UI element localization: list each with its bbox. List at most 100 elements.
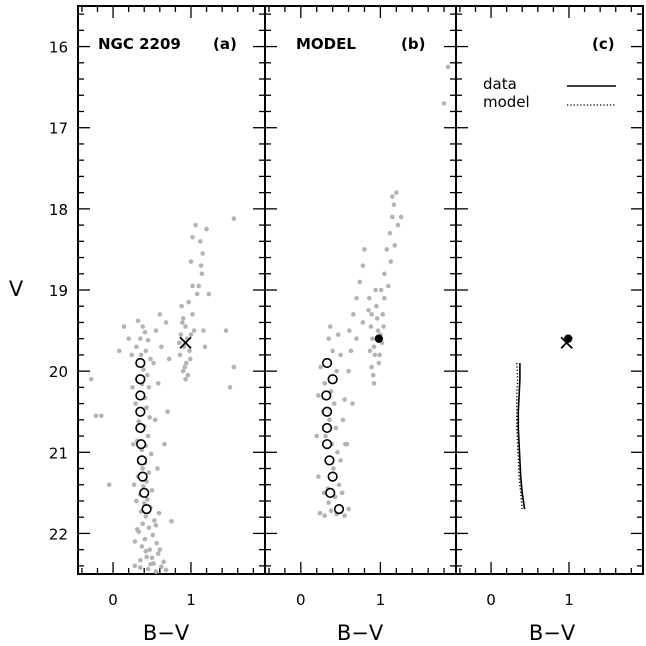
ridge-line-circle: [135, 374, 146, 385]
star-point: [145, 497, 150, 502]
star-point: [135, 318, 141, 324]
star-point: [391, 202, 397, 208]
star-point: [133, 401, 138, 406]
star-point: [132, 539, 138, 544]
star-point: [200, 251, 205, 256]
panel-b-label: (b): [401, 35, 425, 53]
star-point: [376, 360, 382, 366]
star-point: [148, 451, 154, 457]
star-point: [187, 348, 192, 354]
star-point: [199, 271, 205, 277]
star-point: [342, 397, 347, 402]
star-point: [206, 291, 212, 297]
star-point: [390, 214, 395, 220]
star-point: [138, 352, 144, 358]
star-point: [138, 336, 143, 341]
star-point: [138, 565, 143, 570]
y-tick-label: 17: [49, 120, 68, 138]
star-point: [152, 417, 158, 423]
legend-data-label: data: [483, 75, 517, 93]
star-point: [180, 316, 186, 321]
star-point: [316, 474, 321, 479]
star-point: [148, 356, 153, 362]
ridge-line-circle: [141, 503, 152, 515]
star-point: [375, 328, 381, 333]
star-point: [354, 295, 359, 301]
y-tick-label: 16: [49, 39, 68, 57]
star-point: [371, 381, 377, 386]
star-point: [394, 190, 399, 195]
star-point: [367, 348, 373, 354]
star-point: [335, 449, 340, 455]
ridge-line-circle: [137, 471, 148, 482]
star-point: [155, 466, 160, 471]
star-point: [157, 312, 163, 317]
star-point: [190, 283, 195, 289]
star-point: [136, 419, 142, 424]
star-point: [204, 226, 209, 232]
star-point: [370, 336, 375, 341]
star-point: [169, 518, 174, 524]
star-point: [369, 364, 374, 370]
star-point: [157, 547, 163, 552]
ridge-line-circle: [321, 422, 333, 434]
star-point: [149, 555, 155, 561]
star-point: [183, 324, 188, 329]
star-point: [146, 385, 152, 390]
star-point: [178, 332, 184, 337]
clump-filled-marker: [374, 334, 384, 343]
star-point: [121, 324, 127, 329]
ridge-line-circle: [325, 487, 336, 498]
star-point: [146, 470, 152, 475]
star-point: [145, 433, 151, 439]
legend-model-label: model: [483, 93, 530, 111]
star-point: [154, 540, 159, 546]
star-point: [130, 385, 135, 390]
star-point: [388, 259, 394, 264]
clump-filled-marker: [564, 334, 573, 343]
star-point: [366, 307, 371, 313]
panel-b-title: MODEL: [296, 35, 356, 53]
star-point: [334, 368, 339, 374]
panel-c-label: (c): [592, 35, 615, 53]
star-point: [342, 513, 347, 518]
star-point: [149, 488, 155, 493]
ridge-line-circle: [327, 471, 338, 482]
star-point: [374, 303, 379, 309]
star-point: [231, 364, 237, 370]
star-point: [155, 551, 161, 557]
star-point: [339, 490, 345, 496]
star-point: [129, 352, 135, 358]
data-line: [517, 363, 526, 510]
star-point: [151, 360, 156, 366]
star-point: [346, 368, 351, 374]
star-point: [326, 500, 331, 505]
star-point: [360, 320, 366, 325]
star-point: [188, 259, 194, 264]
star-point: [141, 484, 146, 489]
x-tick-label: 0: [486, 591, 496, 609]
star-point: [333, 425, 339, 431]
star-point: [143, 348, 149, 354]
ridge-line-circle: [321, 390, 332, 401]
star-point: [330, 348, 335, 354]
x-tick-label: 1: [564, 591, 574, 609]
panel-a-label: (a): [213, 35, 237, 53]
star-point: [140, 521, 145, 526]
star-point: [338, 352, 343, 358]
ridge-line-circle: [136, 439, 147, 450]
star-point: [140, 466, 145, 471]
star-point: [369, 312, 374, 317]
star-point: [179, 303, 184, 309]
star-point: [348, 348, 354, 354]
star-point: [395, 222, 401, 228]
ridge-line-circle: [327, 374, 338, 385]
ridge-line-circle: [135, 357, 146, 369]
star-point: [143, 514, 149, 519]
star-point: [159, 344, 164, 350]
y-tick-label: 21: [49, 444, 68, 462]
star-point: [141, 367, 146, 372]
star-point: [134, 527, 140, 532]
star-point: [159, 564, 164, 569]
